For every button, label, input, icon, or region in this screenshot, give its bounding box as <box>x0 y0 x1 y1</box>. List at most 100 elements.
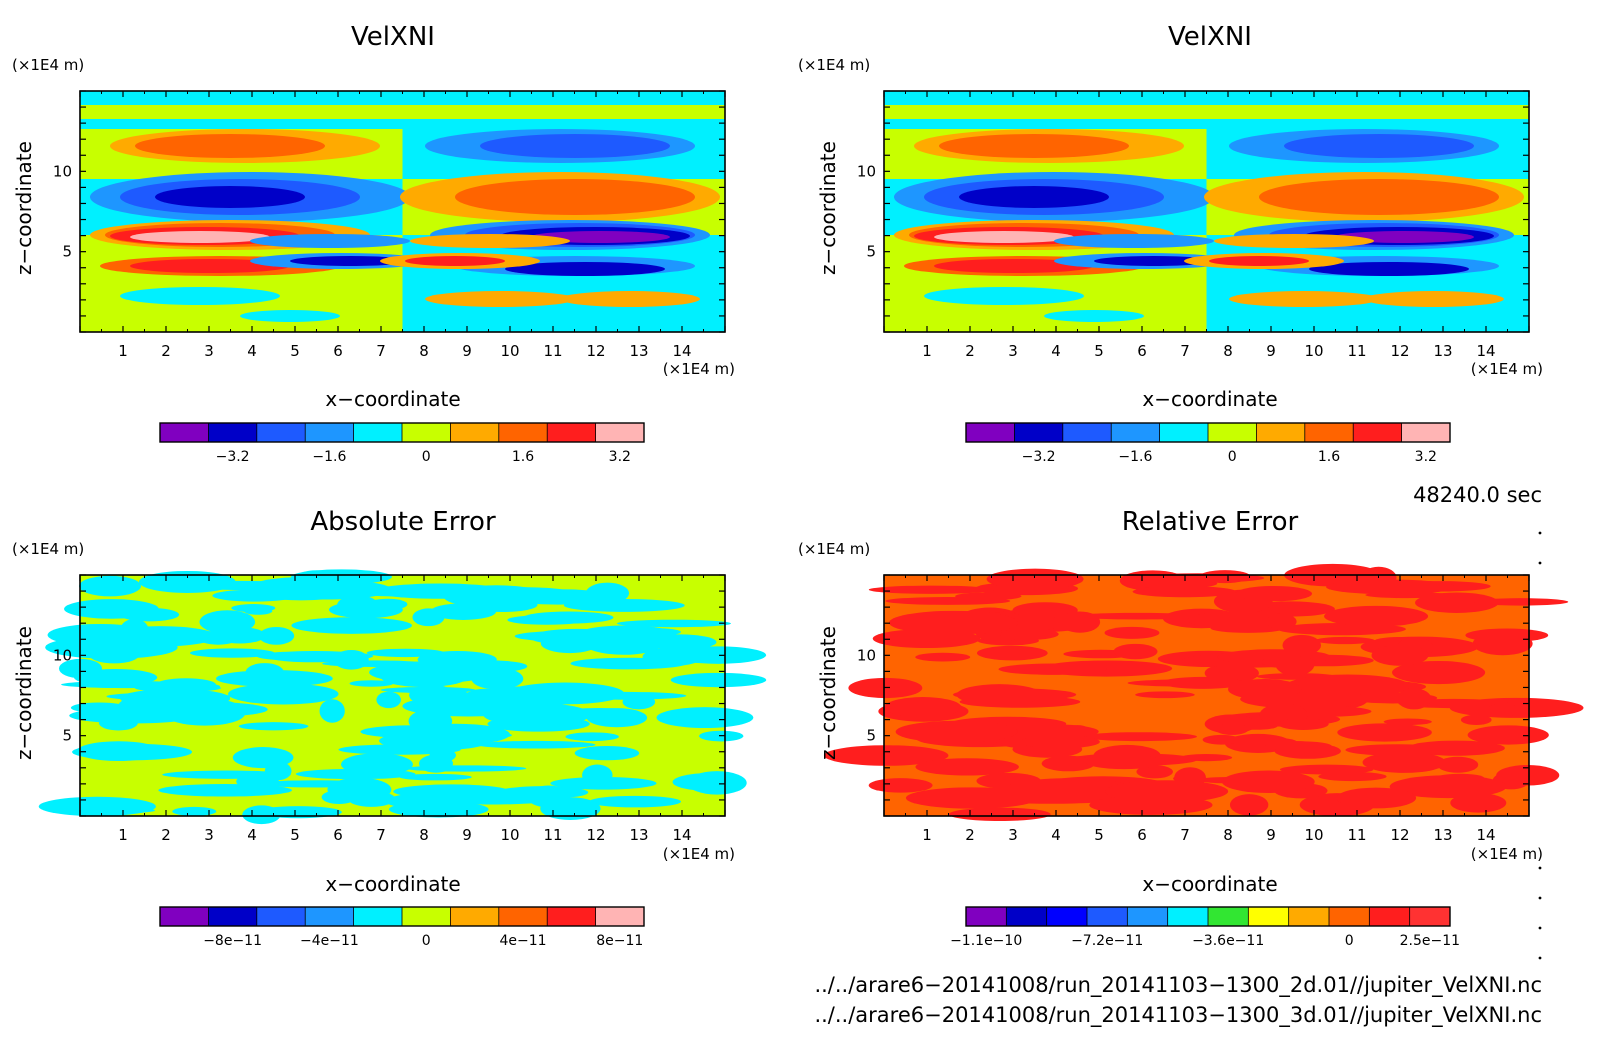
colorbar-swatch <box>498 423 548 442</box>
x-unit-label: (×1E4 m) <box>663 845 735 863</box>
colorbar-swatch <box>547 907 597 926</box>
colorbar-tick-label: 0 <box>1228 449 1237 465</box>
x-tick-label: 4 <box>247 826 257 844</box>
x-tick-label: 11 <box>543 342 562 360</box>
y-unit-label: (×1E4 m) <box>798 56 870 74</box>
colorbar-tick-label: −3.2 <box>216 449 250 465</box>
y-tick-label: 5 <box>866 243 876 261</box>
colorbar-tick-label: −1.1e−10 <box>950 933 1022 949</box>
colorbar-swatch <box>1288 907 1330 926</box>
x-tick-label: 8 <box>419 826 429 844</box>
x-tick-label: 10 <box>500 826 519 844</box>
colorbar-swatch <box>402 423 451 442</box>
colorbar-swatch <box>353 423 403 442</box>
x-tick-label: 11 <box>1347 342 1366 360</box>
x-tick-label: 9 <box>1266 826 1276 844</box>
colorbar-swatch <box>1208 423 1257 442</box>
colorbar-swatch <box>498 907 548 926</box>
x-unit-label: (×1E4 m) <box>1471 845 1543 863</box>
y-axis-label: z−coordinate <box>12 626 36 760</box>
x-tick-label: 14 <box>672 342 691 360</box>
colorbar-swatch <box>1046 907 1088 926</box>
y-unit-label: (×1E4 m) <box>798 540 870 558</box>
x-tick-label: 14 <box>1476 826 1495 844</box>
colorbar-tick-label: −8e−11 <box>203 933 262 949</box>
x-tick-label: 5 <box>1094 826 1104 844</box>
colorbar-swatch <box>450 907 500 926</box>
colorbar-swatch <box>1304 423 1354 442</box>
y-axis-label: z−coordinate <box>816 141 840 275</box>
colorbar-swatch <box>353 907 403 926</box>
file-path-3d: ../../arare6−20141008/run_20141103−1300_… <box>814 1003 1542 1028</box>
x-tick-label: 11 <box>1347 826 1366 844</box>
x-tick-label: 7 <box>376 826 386 844</box>
colorbar-swatch <box>1353 423 1403 442</box>
colorbar-swatch <box>256 423 306 442</box>
x-tick-label: 13 <box>629 826 648 844</box>
panel-title: VelXNI <box>351 22 435 52</box>
colorbar-swatch <box>1127 907 1169 926</box>
colorbar-swatch <box>208 423 258 442</box>
x-tick-label: 6 <box>1137 826 1147 844</box>
x-unit-label: (×1E4 m) <box>663 360 735 378</box>
colorbar-swatch <box>305 907 355 926</box>
x-tick-label: 6 <box>333 826 343 844</box>
colorbar-swatch <box>966 907 1007 926</box>
colorbar-swatch <box>1006 907 1048 926</box>
colorbar-swatch <box>1159 423 1209 442</box>
colorbar-swatch <box>1369 907 1411 926</box>
x-tick-label: 2 <box>161 826 171 844</box>
x-tick-label: 11 <box>543 826 562 844</box>
colorbar-swatch <box>1208 907 1249 926</box>
colorbar-tick-label: 3.2 <box>1415 449 1437 465</box>
file-path-2d: ../../arare6−20141008/run_20141103−1300_… <box>814 973 1542 998</box>
x-tick-label: 1 <box>922 342 932 360</box>
colorbar-swatch <box>547 423 597 442</box>
x-tick-label: 4 <box>247 342 257 360</box>
x-tick-label: 6 <box>333 342 343 360</box>
colorbar-swatch <box>160 907 209 926</box>
colorbar-tick-label: −1.6 <box>312 449 346 465</box>
colorbar-tick-label: 0 <box>422 933 431 949</box>
colorbar-tick-label: 0 <box>422 449 431 465</box>
x-tick-label: 12 <box>1390 826 1409 844</box>
colorbar-tick-label: 3.2 <box>609 449 631 465</box>
colorbar-swatch <box>1167 907 1209 926</box>
x-tick-label: 2 <box>161 342 171 360</box>
x-tick-label: 2 <box>965 342 975 360</box>
colorbar-swatch <box>966 423 1015 442</box>
x-axis-label: x−coordinate <box>1142 872 1277 896</box>
x-tick-label: 10 <box>500 342 519 360</box>
colorbar-tick-label: −3.2 <box>1022 449 1056 465</box>
x-tick-label: 8 <box>1223 342 1233 360</box>
colorbar-swatch <box>1087 907 1128 926</box>
panel-title: Relative Error <box>1122 507 1299 537</box>
contour-field <box>38 569 767 825</box>
colorbar-swatch <box>160 423 209 442</box>
y-tick-label: 10 <box>53 646 72 664</box>
x-tick-label: 3 <box>1008 826 1018 844</box>
x-tick-label: 9 <box>462 826 472 844</box>
colorbar-tick-label: 1.6 <box>512 449 534 465</box>
colorbar-tick-label: 2.5e−11 <box>1400 933 1460 949</box>
colorbar-swatch <box>1111 423 1161 442</box>
x-tick-label: 14 <box>672 826 691 844</box>
x-tick-label: 4 <box>1051 826 1061 844</box>
x-tick-label: 1 <box>118 342 128 360</box>
colorbar-tick-label: 1.6 <box>1318 449 1340 465</box>
colorbar-tick-label: −7.2e−11 <box>1071 933 1143 949</box>
y-unit-label: (×1E4 m) <box>12 56 84 74</box>
y-tick-label: 10 <box>53 162 72 180</box>
x-tick-label: 9 <box>462 342 472 360</box>
x-tick-label: 5 <box>290 342 300 360</box>
x-unit-label: (×1E4 m) <box>1471 360 1543 378</box>
x-tick-label: 10 <box>1304 342 1323 360</box>
x-tick-label: 5 <box>290 826 300 844</box>
x-tick-label: 5 <box>1094 342 1104 360</box>
colorbar-swatch <box>256 907 306 926</box>
x-axis-label: x−coordinate <box>325 872 460 896</box>
colorbar-swatch <box>1329 907 1370 926</box>
